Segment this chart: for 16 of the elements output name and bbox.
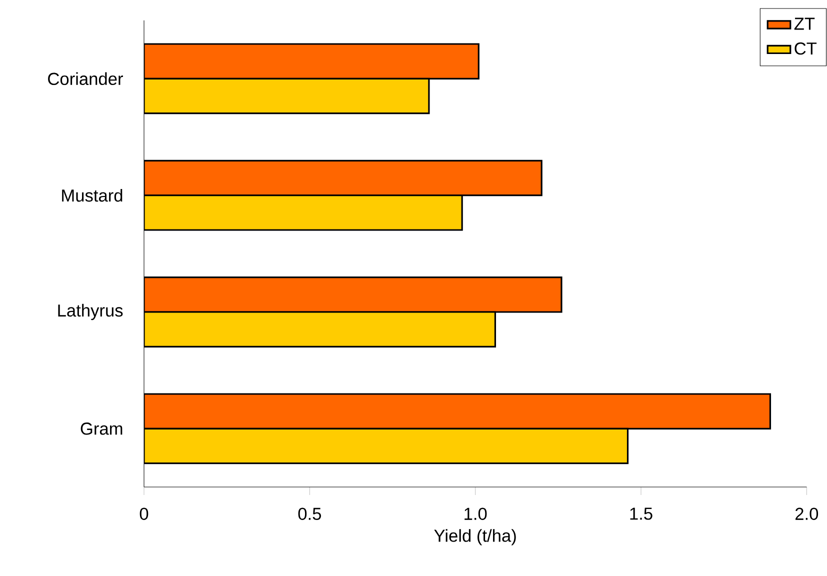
bar: [144, 393, 772, 430]
bar: [144, 43, 480, 80]
legend-label: ZT: [794, 18, 815, 30]
x-tick-label: 2.0: [796, 508, 818, 520]
y-tick-label: Coriander: [48, 72, 123, 86]
legend-label: CT: [794, 42, 817, 55]
x-axis-title: Yield (t/ha): [434, 529, 516, 546]
x-tick-label: 1.0: [464, 508, 487, 520]
bar: [144, 276, 562, 313]
y-tick-label: Lathyrus: [58, 304, 123, 320]
x-tick-label: 0.5: [298, 508, 321, 520]
bar: [144, 160, 542, 196]
y-tick-label: Gram: [80, 422, 122, 435]
x-tick-label: 1.5: [630, 508, 652, 520]
y-tick-label: Mustard: [62, 188, 122, 202]
x-tick-label: 0: [140, 508, 148, 520]
